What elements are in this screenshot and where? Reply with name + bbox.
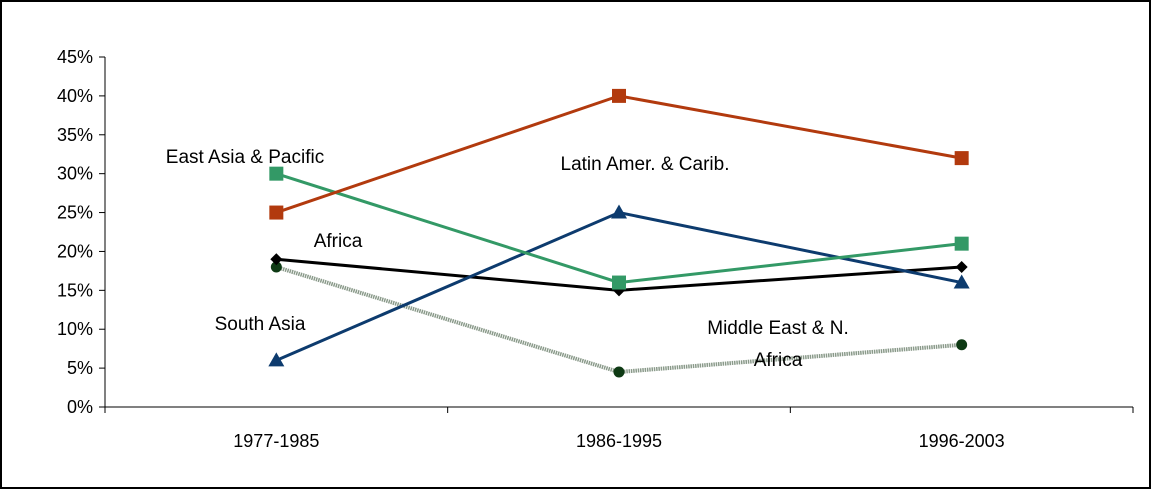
- series-label: East Asia & Pacific: [166, 147, 324, 168]
- series-label: Africa: [314, 231, 363, 252]
- data-point: [953, 274, 970, 289]
- y-tick-label: 20%: [57, 241, 93, 261]
- y-tick-label: 10%: [57, 319, 93, 339]
- data-point: [954, 151, 969, 166]
- data-point: [270, 261, 282, 273]
- series-labels: Latin Amer. & Carib. East Asia & Pacific A…: [166, 147, 849, 371]
- data-point: [268, 352, 285, 367]
- series-markers: [268, 88, 970, 378]
- data-point: [612, 88, 626, 103]
- data-point: [956, 339, 968, 351]
- data-point: [270, 253, 283, 266]
- series-line: [275, 265, 962, 375]
- series-line: [275, 172, 962, 285]
- data-point: [269, 205, 284, 220]
- y-tick-label: 40%: [57, 86, 93, 106]
- y-tick-label: 15%: [57, 280, 93, 300]
- axes: 0% 5% 10% 15% 20% 25% 30% 35% 40% 45% 1977-1985 198…: [57, 47, 1134, 451]
- data-point: [269, 166, 284, 181]
- series-lines: [275, 94, 962, 375]
- data-point: [612, 275, 626, 290]
- data-point: [611, 204, 627, 219]
- y-tick-label: 30%: [57, 164, 93, 184]
- data-point: [613, 366, 625, 378]
- y-tick-label: 45%: [57, 47, 93, 67]
- x-tick-label: 1977-1985: [233, 431, 319, 451]
- series-label: Latin Amer. & Carib.: [561, 154, 730, 175]
- y-tick-label: 35%: [57, 125, 93, 145]
- y-tick-label: 25%: [57, 203, 93, 223]
- series-label: Middle East & N. Africa: [707, 318, 849, 371]
- series-label: South Asia: [215, 314, 306, 335]
- y-tick-label: 5%: [67, 358, 93, 378]
- x-tick-label: 1986-1995: [576, 431, 662, 451]
- y-tick-label: 0%: [67, 397, 93, 417]
- data-point: [954, 236, 969, 251]
- series-label-line: Middle East & N.: [707, 318, 849, 339]
- data-point: [955, 261, 968, 273]
- x-tick-label: 1996-2003: [919, 431, 1005, 451]
- series-label-line: Africa: [754, 350, 803, 371]
